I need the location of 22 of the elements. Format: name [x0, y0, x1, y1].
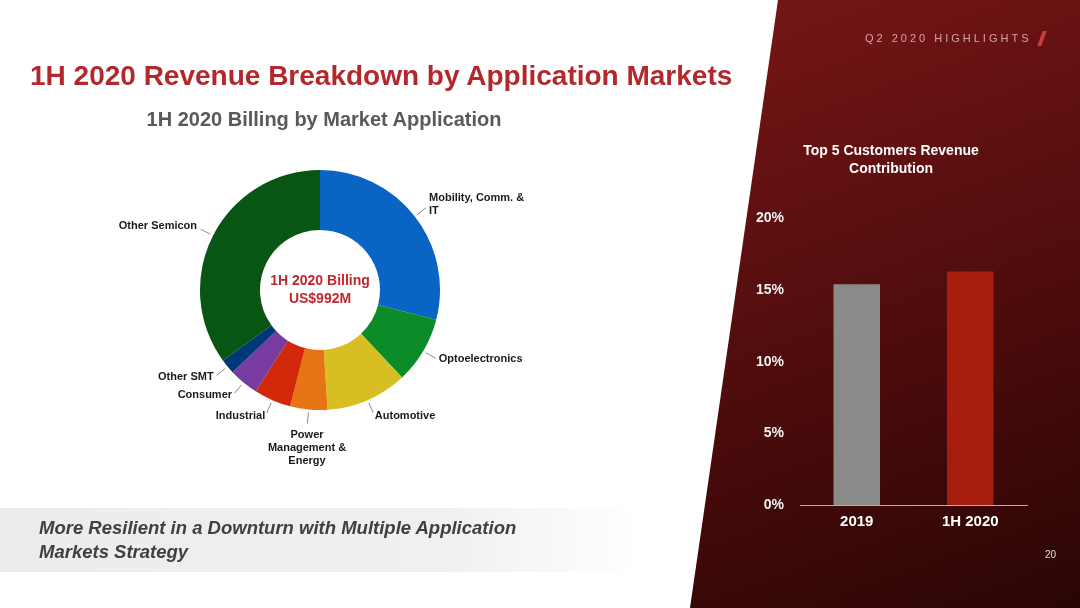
slice-label: Automotive	[374, 408, 436, 421]
slice-label: Mobility, Comm. & IT	[429, 190, 525, 216]
x-tick-label: 2019	[840, 512, 874, 530]
slice-label: Consumer	[177, 388, 233, 401]
x-tick-label: 1H 2020	[941, 512, 999, 530]
slice-label: Optoelectronics	[438, 352, 523, 365]
text: 20	[1045, 549, 1057, 560]
y-tick-label: 20%	[755, 209, 785, 226]
y-tick-label: 5%	[763, 424, 785, 441]
chart-title: 1H 2020 Revenue Breakdown by Application Markets	[30, 60, 734, 92]
slice-label: Power Management & Energy	[267, 427, 347, 466]
slice-label: Industrial	[215, 408, 266, 421]
slice-label: Other Semicon	[118, 219, 198, 232]
text: Q2 2020 HIGHLIGHTS	[865, 32, 1032, 44]
y-tick-label: 0%	[763, 495, 785, 512]
chart-title: Top 5 Customers Revenue Contribution	[803, 141, 979, 177]
slice-label: Other SMT	[158, 370, 214, 382]
text: 1H 2020 Billing US$992M	[270, 271, 370, 306]
text: More Resilient in a Downturn with Multiple Application Markets Strategy	[39, 516, 518, 564]
chart-subtitle: 1H 2020 Billing by Market Application	[145, 108, 503, 131]
y-tick-label: 10%	[755, 352, 785, 369]
y-tick-label: 15%	[755, 280, 785, 297]
